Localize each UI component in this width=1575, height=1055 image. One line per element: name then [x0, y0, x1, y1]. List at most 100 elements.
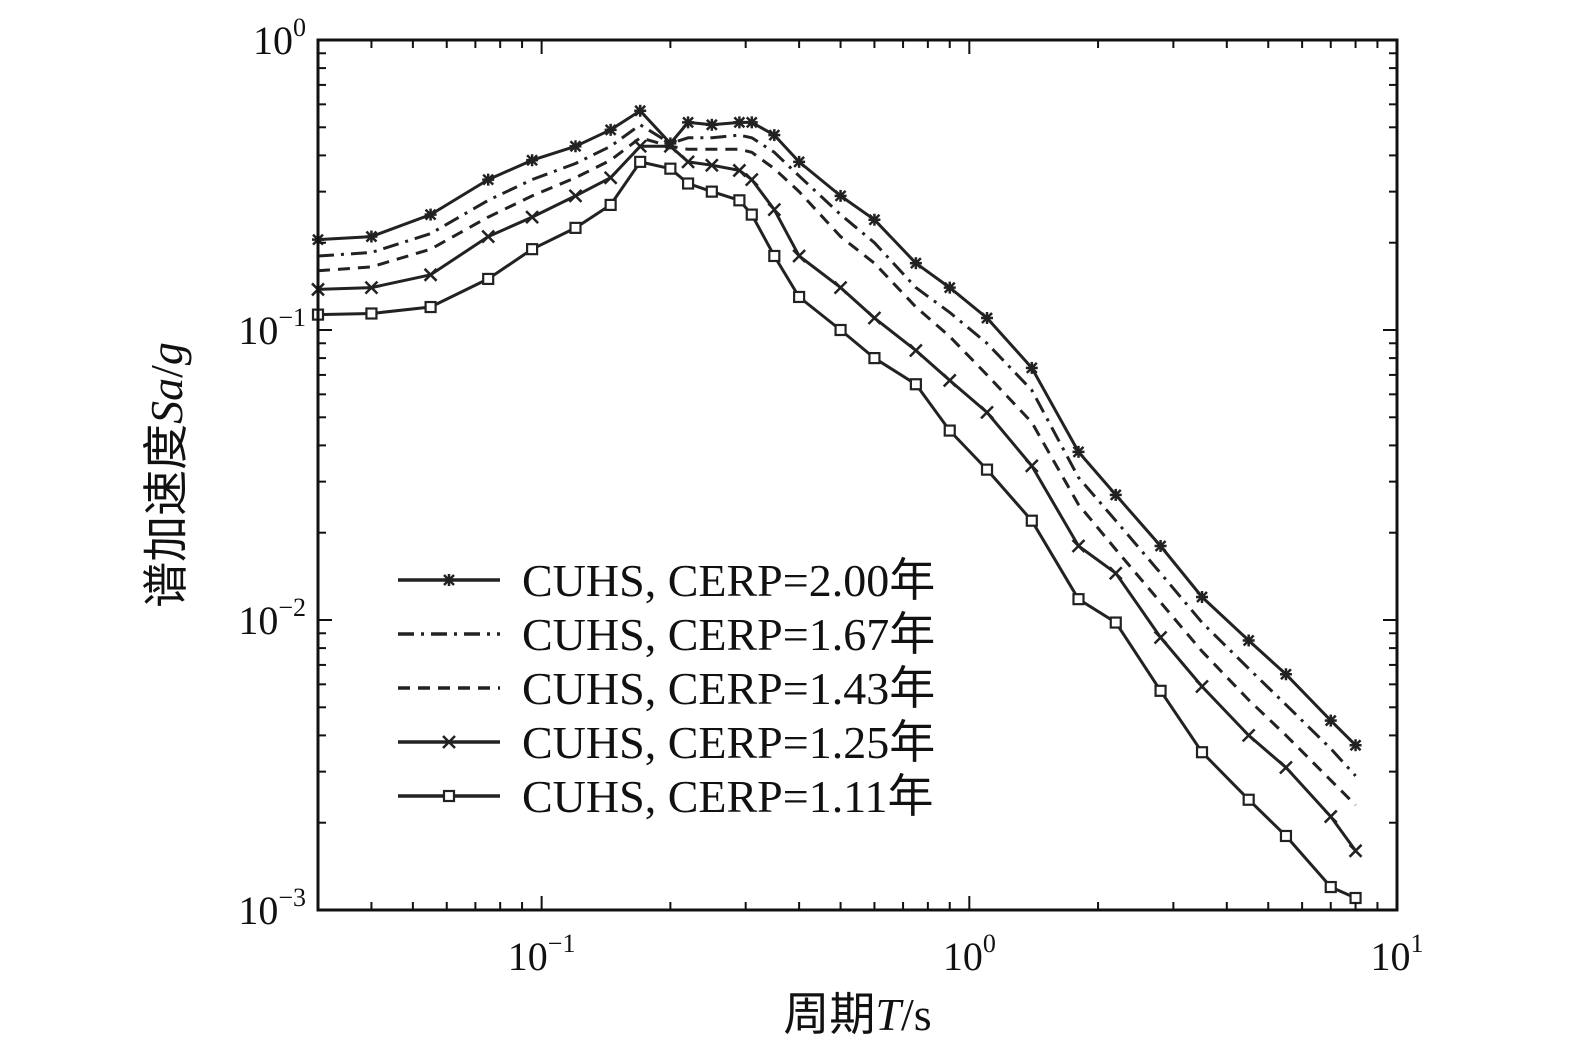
series-line-group [317, 136, 1357, 807]
data-point-square [1025, 514, 1038, 527]
data-point-star [1242, 634, 1255, 647]
data-point-star [604, 123, 617, 136]
data-point-star [1349, 739, 1362, 752]
data-point-square [604, 198, 617, 212]
data-point-x [525, 210, 539, 225]
data-point-square [365, 307, 378, 320]
data-point-star [365, 230, 378, 243]
y-tick-label: 100 [253, 13, 306, 63]
chart-marks [311, 104, 1363, 905]
data-point-star [424, 208, 437, 221]
y-tick-label: 10−2 [238, 593, 306, 643]
y-tick-label: 10−1 [238, 303, 306, 353]
data-point-star [733, 116, 746, 129]
data-point-x [744, 172, 759, 187]
legend-label: CUHS, CERP=2.00年 [522, 555, 935, 606]
data-point-x [364, 280, 379, 295]
data-point-square [424, 300, 437, 314]
legend-item: CUHS, CERP=2.00年 [398, 555, 935, 606]
data-point-star [526, 154, 539, 167]
data-point-x [704, 158, 719, 173]
data-point-x [980, 405, 994, 420]
x-tick-label: 10−1 [508, 929, 576, 979]
data-point-x [942, 373, 957, 388]
legend-item: CUHS, CERP=1.67年 [398, 609, 935, 660]
data-point-x [1241, 728, 1256, 743]
data-point-square [1109, 616, 1122, 629]
data-point-square [909, 378, 922, 391]
data-point-square [1349, 891, 1362, 905]
y-axis-title-variable: Sa [141, 378, 192, 424]
data-point-x [792, 249, 807, 263]
data-point-square [569, 221, 582, 234]
data-point-square [681, 177, 695, 190]
data-point-square [745, 208, 758, 221]
data-point-x [568, 189, 583, 203]
data-point-square [705, 185, 718, 198]
data-point-star [834, 189, 847, 202]
data-point-star [868, 213, 881, 226]
data-point-square [1242, 793, 1255, 806]
data-point-square [1324, 880, 1337, 894]
legend-item: CUHS, CERP=1.25年 [398, 717, 935, 768]
data-point-star [1324, 714, 1337, 727]
plot-frame [316, 38, 1399, 912]
data-point-star [793, 155, 806, 168]
data-point-star [569, 140, 582, 153]
x-tick-label: 101 [1371, 929, 1424, 979]
x-axis-title-variable: T [875, 989, 904, 1040]
data-point-square [980, 463, 994, 476]
data-point-x [481, 229, 496, 244]
y-axis-title: 谱加速度Sa/g [141, 342, 192, 608]
x-tick-label: 100 [943, 929, 996, 979]
data-point-x [681, 154, 695, 169]
data-point-square [834, 323, 847, 337]
data-point-square [634, 155, 647, 168]
data-point-star [443, 574, 455, 586]
data-point-square [482, 272, 495, 286]
data-point-square [768, 249, 781, 263]
legend-label: CUHS, CERP=1.25年 [522, 717, 935, 768]
data-point-square [868, 352, 881, 365]
y-axis-title-unit: g [141, 342, 192, 365]
data-point-square [793, 290, 806, 304]
y-tick-label: 10−3 [238, 883, 306, 933]
data-point-square [1195, 746, 1209, 759]
data-point-x [1279, 760, 1293, 775]
data-point-star [682, 116, 695, 129]
data-point-x [423, 267, 438, 282]
data-point-star [745, 116, 758, 129]
data-point-x [767, 202, 782, 217]
data-point-square [664, 162, 677, 175]
data-point-star [1196, 591, 1209, 604]
data-point-x [1024, 458, 1039, 473]
series-line-group [317, 123, 1357, 777]
data-point-star [1072, 445, 1085, 458]
legend-label: CUHS, CERP=1.67年 [522, 609, 935, 660]
data-point-x [663, 139, 678, 154]
data-point-x [633, 139, 648, 154]
series-line-group [312, 104, 1362, 752]
y-axis-title-prefix: 谱加速度 [141, 424, 192, 608]
data-point-square [1154, 684, 1167, 697]
series-line-group [311, 155, 1362, 905]
data-point-star [634, 104, 647, 117]
data-point-x [442, 735, 456, 749]
data-point-x [732, 163, 747, 178]
series-line [317, 123, 1357, 777]
data-point-x [833, 280, 848, 295]
data-point-star [981, 311, 994, 324]
x-axis-title: 周期T/s [783, 989, 931, 1040]
data-point-x [1323, 809, 1338, 824]
data-point-x [1348, 843, 1363, 858]
data-point-x [867, 311, 882, 325]
data-point-star [768, 129, 781, 142]
legend-label: CUHS, CERP=1.11年 [522, 771, 933, 822]
data-point-star [1025, 361, 1038, 374]
series-line [317, 136, 1357, 807]
data-point-x [1071, 539, 1086, 553]
y-axis-title-separator: / [141, 365, 192, 378]
